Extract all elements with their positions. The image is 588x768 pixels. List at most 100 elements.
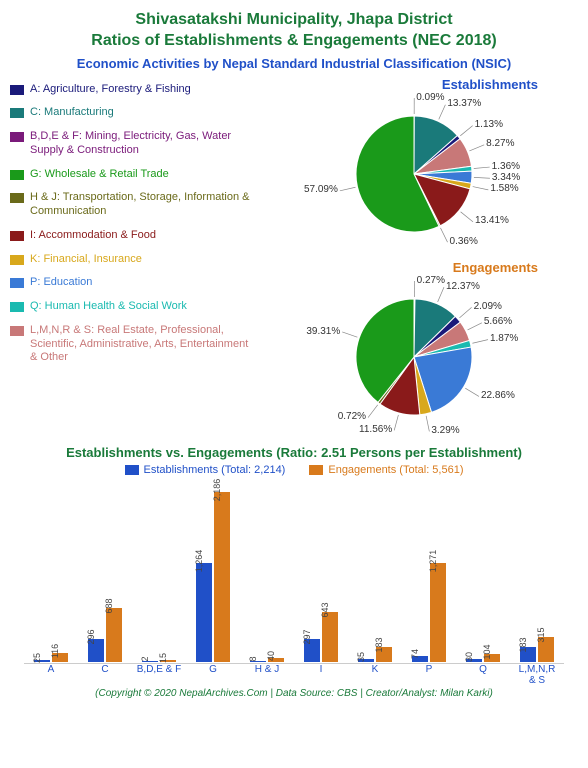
bar: 183 (520, 647, 536, 661)
pie-slice-label: 3.34% (492, 172, 520, 183)
bar-value-label: 2 (140, 656, 150, 661)
pie-slice-label: 2.09% (474, 301, 502, 312)
bar: 25 (34, 660, 50, 662)
bar-legend-swatch (309, 465, 323, 475)
bar-category-group: 297643 (298, 612, 344, 662)
x-axis-label: B,D,E & F (136, 664, 182, 682)
bar-category-group: 1,2642,186 (190, 492, 236, 662)
legend-label: K: Financial, Insurance (30, 253, 142, 267)
bar-value-label: 74 (410, 649, 420, 659)
bar-value-label: 688 (104, 599, 114, 614)
bar-value-label: 104 (482, 644, 492, 659)
footer: (Copyright © 2020 NepalArchives.Com | Da… (10, 688, 578, 699)
bar-value-label: 25 (32, 653, 42, 663)
bar: 74 (412, 656, 428, 662)
legend-item: G: Wholesale & Retail Trade (10, 168, 250, 182)
legend-swatch (10, 231, 24, 241)
pie-svg (264, 277, 564, 437)
bar: 315 (538, 637, 554, 661)
bar-value-label: 315 (536, 628, 546, 643)
bar-category-group: 183315 (514, 637, 560, 661)
bar: 30 (466, 659, 482, 661)
x-axis-label: I (298, 664, 344, 682)
pie-slice-label: 0.72% (338, 411, 366, 422)
pie-title-establishments: Establishments (250, 77, 578, 92)
x-axis-label: L,M,N,R & S (514, 664, 560, 682)
bar-legend: Establishments (Total: 2,214) Engagements… (10, 464, 578, 476)
x-axis-label: A (28, 664, 74, 682)
legend-item: H & J: Transportation, Storage, Informat… (10, 191, 250, 219)
pie-slice-label: 39.31% (306, 326, 340, 337)
legend-swatch (10, 85, 24, 95)
x-axis-label: H & J (244, 664, 290, 682)
bar-category-group: 741,271 (406, 563, 452, 662)
bar: 1,264 (196, 563, 212, 661)
bar: 183 (376, 647, 392, 661)
bar-value-label: 40 (266, 651, 276, 661)
pie-slice-label: 13.41% (475, 215, 509, 226)
bar-category-group: 215 (136, 660, 182, 661)
legend-swatch (10, 170, 24, 180)
legend-item: Q: Human Health & Social Work (10, 300, 250, 314)
legend-swatch (10, 193, 24, 203)
pie-slice-label: 0.36% (450, 236, 478, 247)
pie-slice-label: 0.27% (417, 275, 445, 286)
bar-value-label: 1,264 (194, 550, 204, 573)
legend-item: P: Education (10, 276, 250, 290)
subtitle: Economic Activities by Nepal Standard In… (10, 56, 578, 71)
bar-value-label: 183 (374, 638, 384, 653)
title-line-1: Shivasatakshi Municipality, Jhapa Distri… (10, 10, 578, 31)
bar-value-label: 183 (518, 638, 528, 653)
legend-swatch (10, 132, 24, 142)
bar: 297 (304, 639, 320, 662)
bar: 688 (106, 608, 122, 662)
legend-swatch (10, 302, 24, 312)
bars-row: 251162966882151,2642,1868402976433518374… (24, 482, 564, 662)
pie-slice-label: 1.13% (475, 119, 503, 130)
pie-title-engagements: Engagements (250, 260, 578, 275)
bar-category-group: 840 (244, 658, 290, 661)
pie-slice-label: 0.09% (416, 92, 444, 103)
x-axis-label: C (82, 664, 128, 682)
pie-slice-label: 22.86% (481, 390, 515, 401)
bar-value-label: 297 (302, 629, 312, 644)
bar: 296 (88, 639, 104, 662)
title-line-2: Ratios of Establishments & Engagements (… (10, 31, 578, 52)
bar-value-label: 35 (356, 652, 366, 662)
bar: 8 (250, 661, 266, 662)
pies-column: Establishments 0.09%13.37%1.13%8.27%1.36… (250, 77, 578, 437)
bar-legend-item: Engagements (Total: 5,561) (309, 464, 463, 476)
legend-label: G: Wholesale & Retail Trade (30, 168, 169, 182)
pie-establishments: 0.09%13.37%1.13%8.27%1.36%3.34%1.58%13.4… (264, 94, 564, 254)
bar: 40 (268, 658, 284, 661)
legend-label: Q: Human Health & Social Work (30, 300, 187, 314)
bar: 15 (160, 660, 176, 661)
bar-legend-swatch (125, 465, 139, 475)
bar-category-group: 30104 (460, 654, 506, 662)
pie-slice-label: 5.66% (484, 316, 512, 327)
bar: 2,186 (214, 492, 230, 662)
bar-chart: 251162966882151,2642,1868402976433518374… (14, 482, 574, 682)
x-axis-label: G (190, 664, 236, 682)
legend-label: P: Education (30, 276, 92, 290)
legend-swatch (10, 108, 24, 118)
bar-legend-label: Engagements (Total: 5,561) (328, 464, 463, 476)
bar-legend-label: Establishments (Total: 2,214) (144, 464, 286, 476)
bar: 2 (142, 661, 158, 662)
bar-value-label: 116 (50, 643, 60, 657)
legend-label: B,D,E & F: Mining, Electricity, Gas, Wat… (30, 130, 250, 158)
legend-item: C: Manufacturing (10, 106, 250, 120)
pie-slice-label: 1.36% (492, 161, 520, 172)
bar: 116 (52, 653, 68, 662)
pie-slice-label: 1.87% (490, 333, 518, 344)
bar-legend-item: Establishments (Total: 2,214) (125, 464, 286, 476)
x-axis-label: Q (460, 664, 506, 682)
bar-category-group: 35 183 (352, 647, 398, 661)
pie-slice-label: 57.09% (304, 184, 338, 195)
bar-chart-title: Establishments vs. Engagements (Ratio: 2… (10, 445, 578, 460)
legend-item: B,D,E & F: Mining, Electricity, Gas, Wat… (10, 130, 250, 158)
bar-category-group: 25116 (28, 653, 74, 662)
x-axis-label: P (406, 664, 452, 682)
bar-value-label: 296 (86, 629, 96, 644)
bar-value-label: 643 (320, 602, 330, 617)
